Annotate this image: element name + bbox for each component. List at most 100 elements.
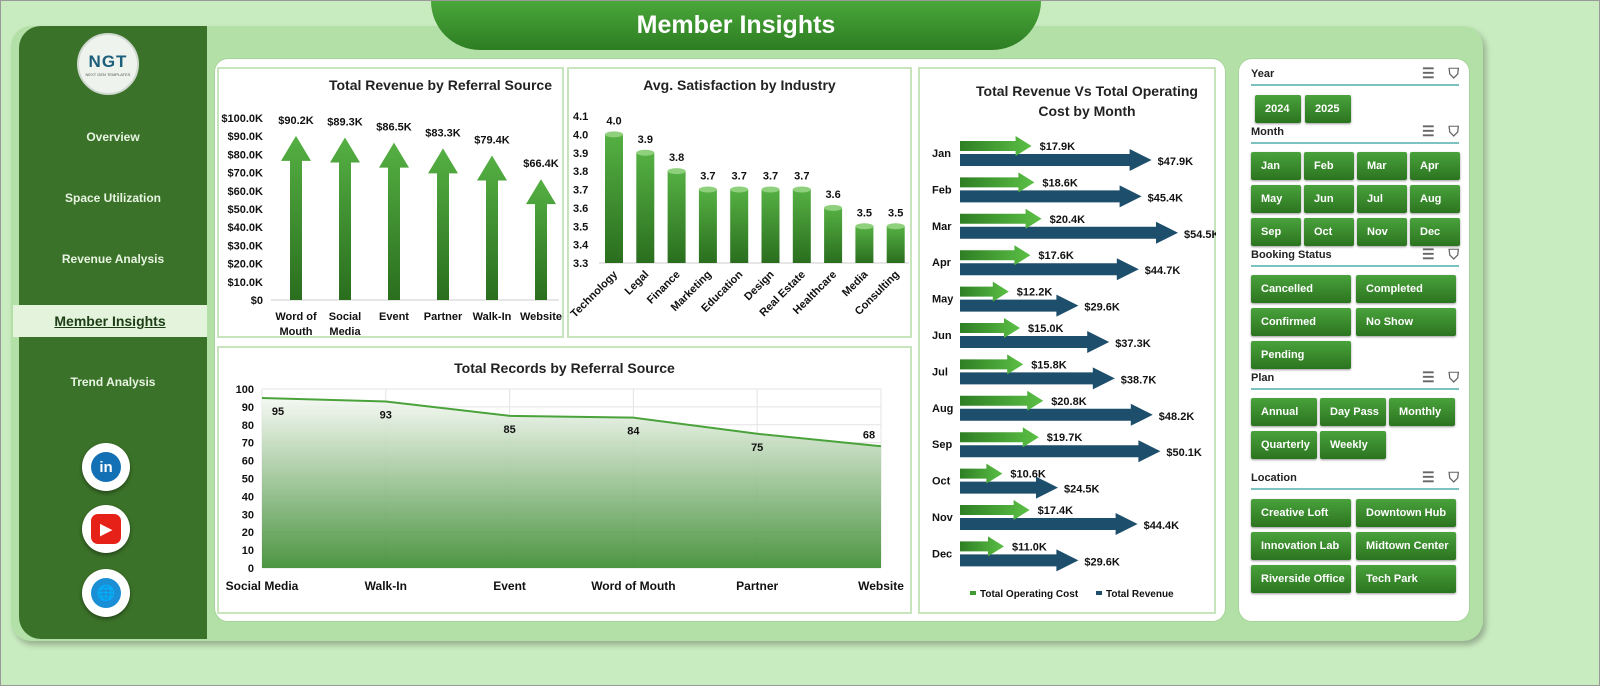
legend-swatch (970, 591, 976, 595)
slicer-button[interactable]: Innovation Lab (1251, 532, 1351, 560)
data-label: 3.8 (669, 152, 684, 164)
slicer-button[interactable]: Riverside Office (1251, 565, 1351, 593)
slicer-button[interactable]: Day Pass (1320, 398, 1386, 426)
cylinder-top (667, 168, 686, 175)
slicer-button[interactable]: Monthly (1389, 398, 1455, 426)
series-line (261, 396, 882, 448)
slicer-title: Year (1251, 68, 1275, 80)
cost-arrow (960, 208, 1042, 229)
slicer-button[interactable]: Mar (1357, 152, 1407, 180)
sidebar-item-revenue-analysis[interactable]: Revenue Analysis (61, 252, 165, 266)
chart-title: Total Revenue by Referral Source (328, 77, 553, 93)
slicer-button[interactable]: Completed (1356, 275, 1456, 303)
data-label: $10.6K (1010, 469, 1046, 481)
slicer-button[interactable]: Sep (1251, 218, 1301, 246)
x-tick: Partner (424, 311, 463, 323)
logo-text: NGT (88, 51, 128, 71)
cost-arrow (960, 354, 1024, 375)
cost-arrow (960, 463, 1003, 484)
linkedin-icon: in (91, 452, 121, 482)
clear-filter-icon[interactable]: ⛉ (1448, 369, 1460, 385)
revenue-arrow (960, 221, 1178, 244)
bar-arrow (330, 137, 360, 300)
clear-filter-icon[interactable]: ⛉ (1448, 469, 1460, 485)
y-tick: 40 (242, 491, 254, 503)
bar-arrow (281, 135, 311, 300)
data-label: $17.9K (1040, 141, 1076, 153)
slicer-button[interactable]: Cancelled (1251, 275, 1351, 303)
revenue-arrow (960, 258, 1139, 281)
clear-filter-icon[interactable]: ⛉ (1448, 123, 1460, 139)
multi-select-icon[interactable]: ☰ (1421, 469, 1449, 485)
data-label: 95 (272, 406, 284, 418)
bar-arrow (477, 155, 507, 300)
data-label: $90.2K (278, 115, 314, 127)
bar-arrow (379, 142, 409, 300)
revenue-by-referral-chart: Total Revenue by Referral Source $0 $10.0… (217, 67, 564, 338)
y-tick: 60 (242, 456, 254, 468)
slicer-button[interactable]: Jan (1251, 152, 1301, 180)
slicer-button[interactable]: Aug (1410, 185, 1460, 213)
globe-link[interactable]: 🌐 (82, 569, 130, 617)
y-tick: $90.0K (228, 131, 264, 143)
slicer-button[interactable]: Midtown Center (1356, 532, 1456, 560)
slicer-button[interactable]: Weekly (1320, 431, 1386, 459)
revenue-arrow (960, 440, 1161, 463)
y-tick: $60.0K (228, 186, 264, 198)
slicer-button[interactable]: Jun (1304, 185, 1354, 213)
cylinder-top (886, 223, 905, 230)
revenue-arrow (960, 294, 1079, 317)
slicer-button[interactable]: Feb (1304, 152, 1354, 180)
slicer-button[interactable]: Oct (1304, 218, 1354, 246)
revenue-arrow (960, 476, 1058, 499)
cost-arrow (960, 245, 1031, 266)
slicer-title: Plan (1251, 372, 1275, 384)
slicer-button[interactable]: Nov (1357, 218, 1407, 246)
slicer-button[interactable]: Tech Park (1356, 565, 1456, 593)
multi-select-icon[interactable]: ☰ (1421, 123, 1449, 139)
slicer-button[interactable]: Downtown Hub (1356, 499, 1456, 527)
data-label: $45.4K (1148, 192, 1184, 204)
slicer-button[interactable]: May (1251, 185, 1301, 213)
slicer-button[interactable]: Pending (1251, 341, 1351, 369)
y-tick: 20 (242, 527, 254, 539)
data-label: $24.5K (1064, 484, 1100, 496)
slicer-year: Year ☰⛉ (1251, 65, 1460, 86)
slicer-button[interactable]: 2025 (1305, 95, 1351, 123)
data-label: $38.7K (1121, 374, 1157, 386)
slicer-button[interactable]: Confirmed (1251, 308, 1351, 336)
multi-select-icon[interactable]: ☰ (1421, 246, 1449, 262)
y-tick: Dec (932, 548, 952, 560)
youtube-link[interactable]: ▶ (82, 505, 130, 553)
sidebar-item-trend-analysis[interactable]: Trend Analysis (70, 375, 156, 389)
y-tick: 3.4 (573, 240, 589, 252)
sidebar-item-overview[interactable]: Overview (86, 130, 140, 144)
slicer-button[interactable]: Quarterly (1251, 431, 1317, 459)
sidebar-item-member-insights[interactable]: Member Insights (13, 305, 207, 337)
linkedin-link[interactable]: in (82, 443, 130, 491)
slicer-button[interactable]: Dec (1410, 218, 1460, 246)
multi-select-icon[interactable]: ☰ (1421, 65, 1449, 81)
data-label: $66.4K (523, 158, 559, 170)
sidebar-item-space-utilization[interactable]: Space Utilization (64, 191, 162, 205)
data-label: $11.0K (1012, 541, 1047, 553)
slicer-button[interactable]: Creative Loft (1251, 499, 1351, 527)
data-label: $50.1K (1166, 447, 1202, 459)
y-tick: $70.0K (228, 168, 264, 180)
y-tick: 80 (242, 420, 254, 432)
legend-label: Total Operating Cost (980, 589, 1079, 600)
slicer-button[interactable]: 2024 (1255, 95, 1301, 123)
clear-filter-icon[interactable]: ⛉ (1448, 246, 1460, 262)
slicer-button[interactable]: Apr (1410, 152, 1460, 180)
multi-select-icon[interactable]: ☰ (1421, 369, 1449, 385)
legend-swatch (1096, 591, 1102, 595)
logo-subtext: NEXT GEN TEMPLATES (85, 71, 131, 77)
slicer-button[interactable]: No Show (1356, 308, 1456, 336)
clear-filter-icon[interactable]: ⛉ (1448, 65, 1460, 81)
slicer-title: Booking Status (1251, 249, 1332, 261)
slicer-button[interactable]: Annual (1251, 398, 1317, 426)
slicer-button[interactable]: Jul (1357, 185, 1407, 213)
y-tick: 3.7 (573, 185, 588, 197)
y-tick: Nov (932, 512, 954, 524)
bar-arrow (526, 179, 556, 300)
